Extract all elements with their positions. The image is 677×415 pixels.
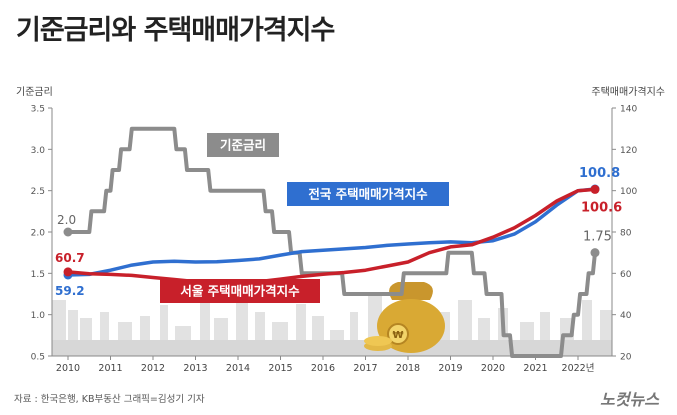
chart-title: 기준금리와 주택매매가격지수 xyxy=(16,15,335,46)
publisher-logo: 노컷뉴스 xyxy=(600,390,659,409)
left-tick-label: 3.0 xyxy=(31,146,46,156)
money-bag-icon: ₩ xyxy=(364,282,445,353)
x-tick-label: 2013 xyxy=(183,363,207,374)
series-line-0 xyxy=(68,126,597,358)
right-tick-label: 120 xyxy=(620,146,637,156)
left-axis-label: 기준금리 xyxy=(16,87,53,98)
skyline-building xyxy=(350,312,358,356)
skyline-illustration xyxy=(52,292,612,356)
right-tick-label: 20 xyxy=(620,353,632,363)
series-name-label: 서울 주택매매가격지수 xyxy=(180,284,300,299)
series-end-point xyxy=(590,184,600,194)
skyline-building xyxy=(440,312,450,356)
series-line-1 xyxy=(67,187,596,277)
x-tick-label: 2012 xyxy=(141,363,165,374)
end-value-label: 1.75 xyxy=(583,230,612,245)
x-tick-label: 2010 xyxy=(56,363,80,374)
x-tick-label: 2017 xyxy=(353,363,377,374)
right-tick-label: 100 xyxy=(620,187,637,197)
series-line-2 xyxy=(67,187,596,285)
series-lines xyxy=(63,126,600,358)
series-end-point xyxy=(590,248,600,258)
skyline-base xyxy=(52,340,612,356)
won-coin-icon xyxy=(387,323,409,345)
series-name-tag xyxy=(207,133,279,157)
x-tick-label: 2014 xyxy=(226,363,250,374)
source-note: 자료 : 한국은행, KB부동산 그래픽=김성기 기자 xyxy=(14,394,205,405)
won-sign: ₩ xyxy=(392,330,403,341)
x-tick-label: 2011 xyxy=(98,363,122,374)
left-tick-label: 0.5 xyxy=(31,353,45,363)
skyline-building xyxy=(200,300,210,356)
series-name-label: 전국 주택매매가격지수 xyxy=(308,187,428,202)
start-value-label: 59.2 xyxy=(55,284,85,298)
end-value-label: 100.8 xyxy=(579,166,620,181)
skyline-building xyxy=(100,312,109,356)
skyline-building xyxy=(582,300,592,356)
series-name-label: 기준금리 xyxy=(220,138,266,153)
right-tick-label: 40 xyxy=(620,311,632,321)
series-start-point xyxy=(63,227,73,237)
left-tick-label: 2.0 xyxy=(31,229,46,239)
series-name-tag xyxy=(287,182,449,206)
series-start-point xyxy=(63,267,73,277)
series-name-tag xyxy=(160,279,320,303)
left-tick-label: 1.0 xyxy=(31,311,46,321)
start-value-label: 60.7 xyxy=(55,251,85,265)
skyline-building xyxy=(255,312,265,356)
right-tick-label: 140 xyxy=(620,105,637,115)
right-axis-label: 주택매매가격지수 xyxy=(591,87,665,98)
money-bag-neck xyxy=(389,282,433,300)
skyline-building xyxy=(140,316,150,356)
x-tick-label: 2021 xyxy=(523,363,547,374)
skyline-building xyxy=(540,312,550,356)
x-tick-label: 2018 xyxy=(396,363,420,374)
coin-stack xyxy=(364,336,392,346)
right-tick-label: 80 xyxy=(620,229,632,239)
skyline-building xyxy=(160,305,168,356)
skyline-building xyxy=(68,310,78,356)
skyline-building xyxy=(296,304,306,356)
x-tick-label: 2022년 xyxy=(562,363,595,374)
x-tick-label: 2020 xyxy=(481,363,505,374)
left-tick-label: 3.5 xyxy=(31,105,45,115)
x-tick-label: 2015 xyxy=(268,363,292,374)
left-tick-label: 1.5 xyxy=(31,270,45,280)
x-tick-label: 2016 xyxy=(311,363,335,374)
start-value-label: 2.0 xyxy=(57,213,76,227)
left-tick-label: 2.5 xyxy=(31,187,45,197)
x-tick-label: 2019 xyxy=(438,363,462,374)
end-value-label: 100.6 xyxy=(581,200,622,215)
right-tick-label: 60 xyxy=(620,270,632,280)
